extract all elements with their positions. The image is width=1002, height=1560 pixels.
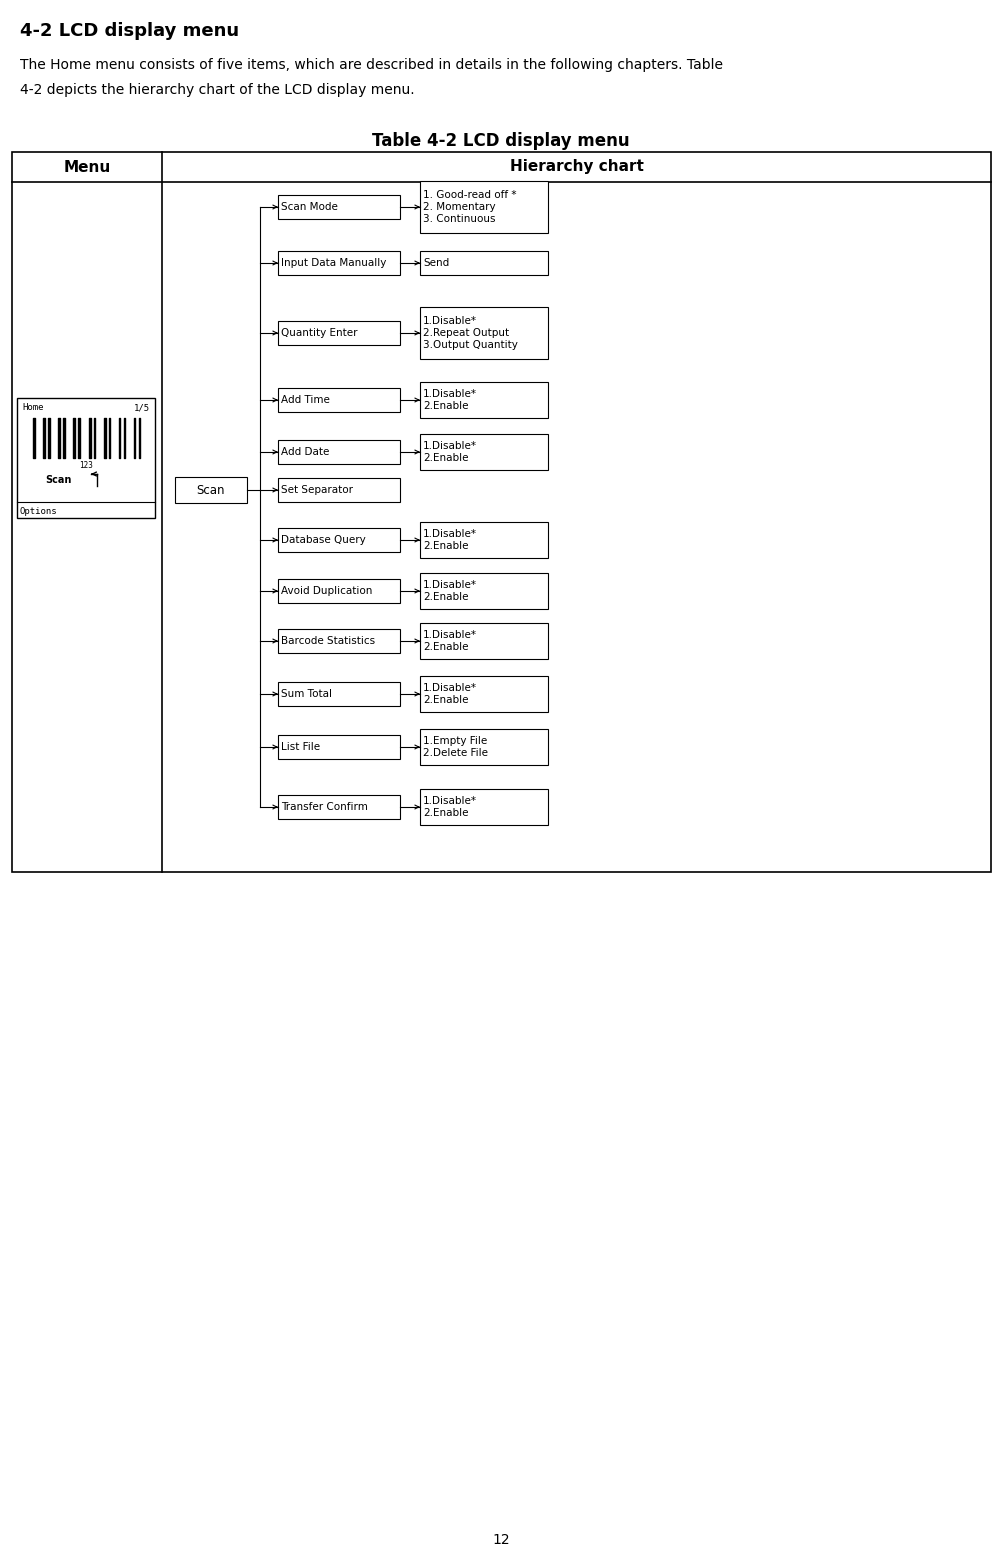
Text: Send: Send [423,257,449,268]
Text: 1.Disable*
2.Enable: 1.Disable* 2.Enable [423,580,477,602]
Text: Transfer Confirm: Transfer Confirm [281,802,368,813]
Text: 4-2 depicts the hierarchy chart of the LCD display menu.: 4-2 depicts the hierarchy chart of the L… [20,83,414,97]
Text: 1.Disable*
2.Enable: 1.Disable* 2.Enable [423,441,477,463]
Text: Scan: Scan [196,484,225,496]
Text: 1.Empty File
2.Delete File: 1.Empty File 2.Delete File [423,736,488,758]
Text: Set Separator: Set Separator [281,485,353,495]
Text: Input Data Manually: Input Data Manually [281,257,386,268]
FancyBboxPatch shape [278,735,400,760]
Text: List File: List File [281,743,320,752]
FancyBboxPatch shape [278,796,400,819]
FancyBboxPatch shape [278,629,400,654]
Text: The Home menu consists of five items, which are described in details in the foll: The Home menu consists of five items, wh… [20,58,722,72]
Text: Quantity Enter: Quantity Enter [281,328,357,339]
Text: Add Date: Add Date [281,448,329,457]
Text: Add Time: Add Time [281,395,330,406]
Text: 1/5: 1/5 [133,404,150,412]
Text: Scan: Scan [45,474,71,485]
FancyBboxPatch shape [278,440,400,463]
Text: 123: 123 [79,462,93,471]
Text: Database Query: Database Query [281,535,366,544]
FancyBboxPatch shape [420,675,547,711]
Text: Hierarchy chart: Hierarchy chart [509,159,643,175]
Text: 1.Disable*
2.Enable: 1.Disable* 2.Enable [423,630,477,652]
FancyBboxPatch shape [420,573,547,608]
FancyBboxPatch shape [420,729,547,764]
FancyBboxPatch shape [420,307,547,359]
Text: Home: Home [22,404,43,412]
Text: 12: 12 [492,1533,509,1548]
Text: Sum Total: Sum Total [281,690,332,699]
Text: 1.Disable*
2.Enable: 1.Disable* 2.Enable [423,388,477,410]
FancyBboxPatch shape [420,622,547,658]
FancyBboxPatch shape [420,181,547,232]
Text: Avoid Duplication: Avoid Duplication [281,587,372,596]
Text: 1.Disable*
2.Enable: 1.Disable* 2.Enable [423,529,477,551]
FancyBboxPatch shape [420,251,547,275]
FancyBboxPatch shape [278,477,400,502]
FancyBboxPatch shape [278,388,400,412]
FancyBboxPatch shape [278,321,400,345]
FancyBboxPatch shape [278,251,400,275]
Text: Scan Mode: Scan Mode [281,201,338,212]
Text: 4-2 LCD display menu: 4-2 LCD display menu [20,22,238,41]
FancyBboxPatch shape [174,477,246,502]
Text: 1.Disable*
2.Enable: 1.Disable* 2.Enable [423,796,477,817]
FancyBboxPatch shape [420,523,547,558]
FancyBboxPatch shape [420,789,547,825]
FancyBboxPatch shape [420,382,547,418]
Text: Barcode Statistics: Barcode Statistics [281,636,375,646]
FancyBboxPatch shape [278,682,400,707]
Text: Options: Options [20,507,57,515]
Text: 1. Good-read off *
2. Momentary
3. Continuous: 1. Good-read off * 2. Momentary 3. Conti… [423,190,516,223]
FancyBboxPatch shape [278,195,400,218]
FancyBboxPatch shape [278,527,400,552]
FancyBboxPatch shape [420,434,547,470]
Text: Table 4-2 LCD display menu: Table 4-2 LCD display menu [372,133,629,150]
Text: 1.Disable*
2.Repeat Output
3.Output Quantity: 1.Disable* 2.Repeat Output 3.Output Quan… [423,317,517,349]
Text: Menu: Menu [63,159,110,175]
Text: 1.Disable*
2.Enable: 1.Disable* 2.Enable [423,683,477,705]
FancyBboxPatch shape [17,398,155,518]
FancyBboxPatch shape [278,579,400,604]
